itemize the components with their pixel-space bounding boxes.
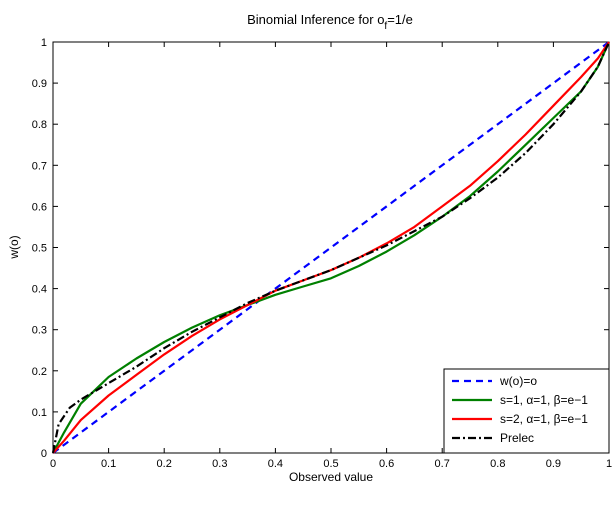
- legend-label-0: w(o)=o: [499, 374, 537, 388]
- x-tick-label: 0.7: [435, 458, 450, 470]
- y-axis-label: w(o): [7, 235, 21, 259]
- y-tick-label: 0.4: [32, 284, 47, 296]
- y-tick-label: 0.2: [32, 366, 47, 378]
- y-tick-label: 0.9: [32, 78, 47, 90]
- legend-label-2: s=2, α=1, β=e−1: [500, 412, 588, 426]
- y-tick-label: 0.1: [32, 407, 47, 419]
- x-axis-label: Observed value: [289, 470, 373, 484]
- x-tick-label: 0.1: [101, 458, 116, 470]
- x-tick-label: 0: [50, 458, 56, 470]
- legend-label-3: Prelec: [500, 431, 534, 445]
- x-tick-label: 0.2: [157, 458, 172, 470]
- x-tick-label: 0.4: [268, 458, 283, 470]
- legend: w(o)=o s=1, α=1, β=e−1 s=2, α=1, β=e−1 Prel…: [443, 368, 610, 454]
- y-tick-label: 0.8: [32, 119, 47, 131]
- y-axis: 0 0.1 0.2 0.3 0.4 0.5 0.6 0.7 0.8 0.9 1: [32, 37, 609, 460]
- series-line-3: [51, 41, 611, 454]
- series-line-0: [52, 41, 610, 454]
- series-lines: [51, 41, 611, 454]
- y-tick-label: 0.6: [32, 201, 47, 213]
- chart-title-main: Binomial Inference for o: [247, 12, 384, 27]
- chart-title: Binomial Inference for of=1/e: [247, 12, 413, 32]
- y-tick-label: 0.5: [32, 243, 47, 255]
- x-tick-label: 0.8: [490, 458, 505, 470]
- y-tick-label: 0.7: [32, 160, 47, 172]
- series-line-2: [52, 41, 610, 454]
- x-axis: 0 0.1 0.2 0.3 0.4 0.5 0.6 0.7 0.8 0.9 1: [50, 42, 612, 470]
- chart-title-tail: =1/e: [387, 12, 413, 27]
- chart-title-subscript: f: [384, 21, 387, 32]
- y-tick-label: 0.3: [32, 325, 47, 337]
- x-tick-label: 0.9: [546, 458, 561, 470]
- y-tick-label: 1: [41, 37, 47, 49]
- x-tick-label: 1: [606, 458, 612, 470]
- y-tick-label: 0: [41, 448, 47, 460]
- x-tick-label: 0.6: [379, 458, 394, 470]
- legend-label-1: s=1, α=1, β=e−1: [500, 393, 588, 407]
- series-line-1: [52, 41, 611, 454]
- x-tick-label: 0.3: [212, 458, 227, 470]
- x-tick-label: 0.5: [323, 458, 338, 470]
